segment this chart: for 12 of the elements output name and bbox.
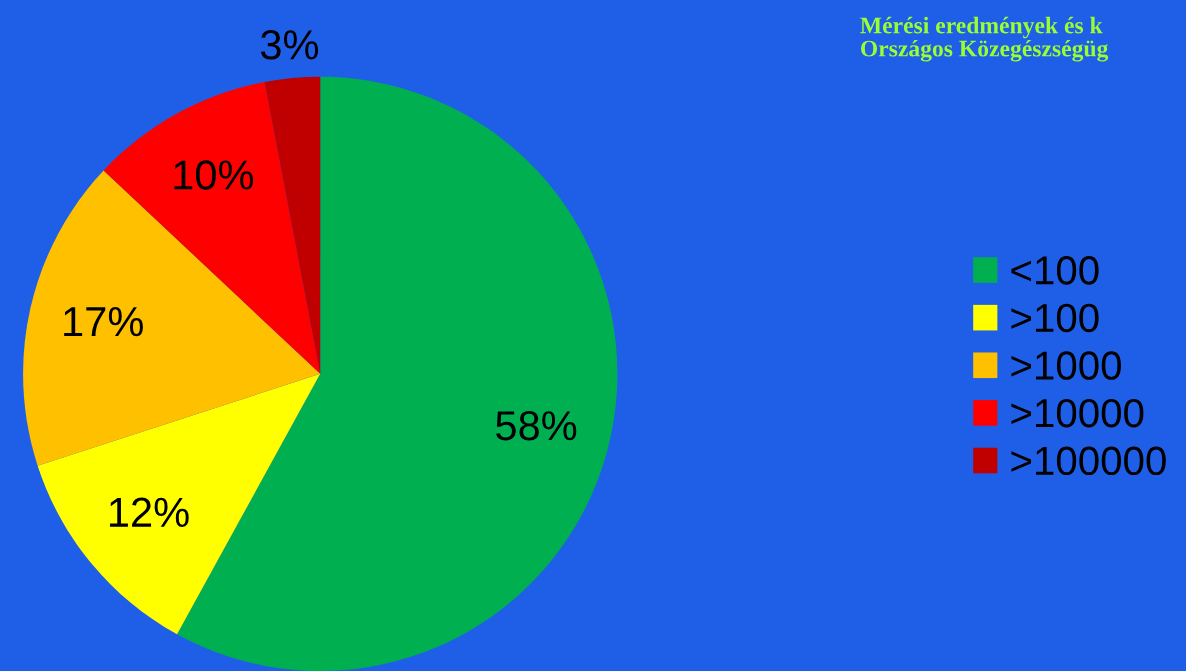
data-label: 58% [496,410,577,441]
data-label: 3% [260,30,319,60]
data-label: 12% [109,497,189,527]
legend-label: <100 [1011,256,1099,285]
legend-label: >100000 [1011,446,1166,476]
data-label: 17% [64,307,143,337]
pie-slice [37,373,321,635]
chart-title: Mérési eredmények és k Országos Közegészségüg [860,16,1109,62]
data-label: 10% [174,160,254,190]
legend-label: >100 [1011,303,1099,333]
legend-label: >10000 [1011,398,1144,428]
legend-label: >1000 [1011,351,1121,380]
